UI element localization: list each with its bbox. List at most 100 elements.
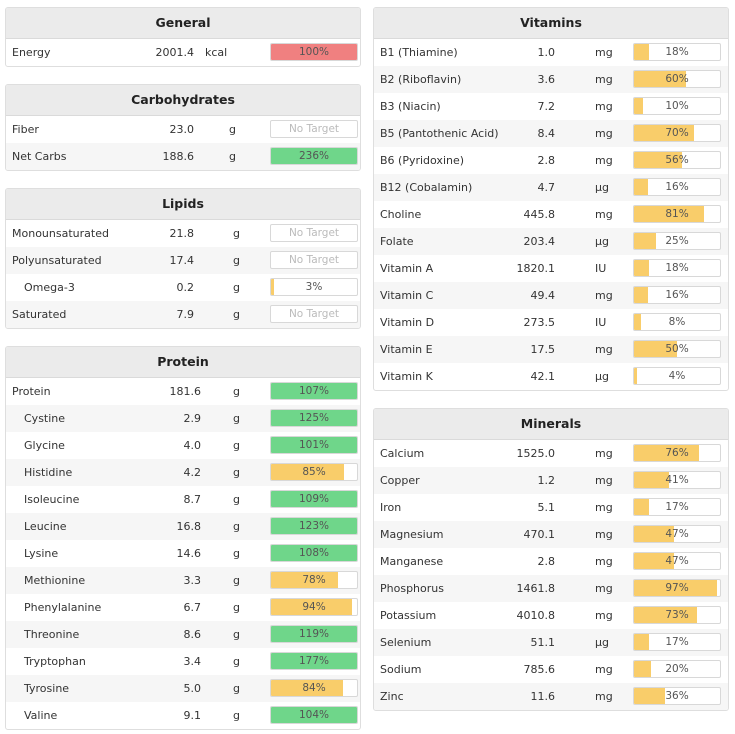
nutrient-unit: g bbox=[233, 466, 240, 479]
nutrient-amount: 2001.4 bbox=[155, 46, 195, 59]
nutrient-row[interactable]: B3 (Niacin) 7.2 mg 10% bbox=[374, 93, 728, 120]
nutrient-row[interactable]: Net Carbs 188.6 g 236% bbox=[6, 143, 360, 170]
nutrient-row[interactable]: Omega-3 0.2 g 3% bbox=[6, 274, 360, 301]
nutrient-name: Selenium bbox=[380, 636, 432, 649]
nutrient-unit: g bbox=[233, 574, 240, 587]
nutrient-row[interactable]: Vitamin E 17.5 mg 50% bbox=[374, 336, 728, 363]
nutrient-row[interactable]: Polyunsaturated 17.4 g No Target bbox=[6, 247, 360, 274]
nutrient-row[interactable]: Iron 5.1 mg 17% bbox=[374, 494, 728, 521]
nutrient-row[interactable]: Potassium 4010.8 mg 73% bbox=[374, 602, 728, 629]
nutrient-row[interactable]: Valine 9.1 g 104% bbox=[6, 702, 360, 729]
progress-fill bbox=[271, 545, 357, 561]
nutrient-name: Saturated bbox=[12, 308, 67, 321]
nutrient-amount: 17.5 bbox=[530, 343, 556, 356]
nutrient-row[interactable]: Selenium 51.1 µg 17% bbox=[374, 629, 728, 656]
nutrient-unit: mg bbox=[595, 154, 613, 167]
percent-label: 10% bbox=[665, 100, 689, 112]
nutrient-name: Magnesium bbox=[380, 528, 444, 541]
percent-label: 177% bbox=[298, 655, 330, 667]
nutrient-row[interactable]: Vitamin D 273.5 IU 8% bbox=[374, 309, 728, 336]
nutrient-amount: 1.2 bbox=[537, 474, 556, 487]
nutrient-row[interactable]: B5 (Pantothenic Acid) 8.4 mg 70% bbox=[374, 120, 728, 147]
nutrient-row[interactable]: B2 (Riboflavin) 3.6 mg 60% bbox=[374, 66, 728, 93]
nutrient-unit: g bbox=[233, 227, 240, 240]
progress-fill bbox=[271, 626, 357, 642]
nutrient-amount: 23.0 bbox=[169, 123, 195, 136]
nutrient-unit: mg bbox=[595, 501, 613, 514]
percent-label: 94% bbox=[302, 601, 326, 613]
nutrient-unit: µg bbox=[595, 636, 609, 649]
nutrient-row[interactable]: Cystine 2.9 g 125% bbox=[6, 405, 360, 432]
nutrient-row[interactable]: Phosphorus 1461.8 mg 97% bbox=[374, 575, 728, 602]
nutrient-row[interactable]: Tyrosine 5.0 g 84% bbox=[6, 675, 360, 702]
nutrient-row[interactable]: Tryptophan 3.4 g 177% bbox=[6, 648, 360, 675]
nutrient-row[interactable]: Vitamin K 42.1 µg 4% bbox=[374, 363, 728, 390]
nutrient-row[interactable]: Glycine 4.0 g 101% bbox=[6, 432, 360, 459]
nutrient-row[interactable]: Phenylalanine 6.7 g 94% bbox=[6, 594, 360, 621]
nutrient-unit: mg bbox=[595, 663, 613, 676]
nutrient-row[interactable]: Lysine 14.6 g 108% bbox=[6, 540, 360, 567]
nutrient-unit: g bbox=[233, 682, 240, 695]
nutrient-unit: mg bbox=[595, 582, 613, 595]
nutrient-row[interactable]: B1 (Thiamine) 1.0 mg 18% bbox=[374, 39, 728, 66]
nutrient-row[interactable]: Threonine 8.6 g 119% bbox=[6, 621, 360, 648]
progress-fill bbox=[271, 410, 357, 426]
nutrient-row[interactable]: Vitamin C 49.4 mg 16% bbox=[374, 282, 728, 309]
nutrient-amount: 9.1 bbox=[183, 709, 202, 722]
percent-label: 47% bbox=[665, 555, 689, 567]
percent-label: 76% bbox=[665, 447, 689, 459]
nutrient-row[interactable]: Isoleucine 8.7 g 109% bbox=[6, 486, 360, 513]
nutrient-row[interactable]: Fiber 23.0 g No Target bbox=[6, 116, 360, 143]
nutrient-row[interactable]: Energy 2001.4 kcal 100% bbox=[6, 39, 360, 66]
nutrient-row[interactable]: Histidine 4.2 g 85% bbox=[6, 459, 360, 486]
percent-label: 17% bbox=[665, 501, 689, 513]
nutrient-amount: 6.7 bbox=[183, 601, 202, 614]
nutrient-amount: 4.2 bbox=[183, 466, 202, 479]
nutrient-row[interactable]: Monounsaturated 21.8 g No Target bbox=[6, 220, 360, 247]
percent-label: 123% bbox=[298, 520, 330, 532]
no-target-label: No Target bbox=[288, 308, 340, 320]
nutrient-row[interactable]: Choline 445.8 mg 81% bbox=[374, 201, 728, 228]
nutrient-name: Vitamin A bbox=[380, 262, 434, 275]
nutrient-row[interactable]: Magnesium 470.1 mg 47% bbox=[374, 521, 728, 548]
nutrient-unit: g bbox=[233, 655, 240, 668]
nutrient-row[interactable]: Manganese 2.8 mg 47% bbox=[374, 548, 728, 575]
percent-label: 36% bbox=[665, 690, 689, 702]
nutrient-row[interactable]: Copper 1.2 mg 41% bbox=[374, 467, 728, 494]
target-progress-bar: 70% bbox=[633, 124, 721, 142]
progress-fill bbox=[634, 287, 648, 303]
target-progress-bar: 97% bbox=[633, 579, 721, 597]
nutrient-name: B5 (Pantothenic Acid) bbox=[380, 127, 499, 140]
nutrient-row[interactable]: Calcium 1525.0 mg 76% bbox=[374, 440, 728, 467]
nutrient-row[interactable]: Folate 203.4 µg 25% bbox=[374, 228, 728, 255]
nutrient-name: Calcium bbox=[380, 447, 425, 460]
nutrient-row[interactable]: B12 (Cobalamin) 4.7 µg 16% bbox=[374, 174, 728, 201]
target-progress-bar: 73% bbox=[633, 606, 721, 624]
nutrient-amount: 8.6 bbox=[183, 628, 202, 641]
target-progress-bar: 18% bbox=[633, 43, 721, 61]
percent-label: 236% bbox=[298, 150, 330, 162]
target-progress-bar: 78% bbox=[270, 571, 358, 589]
nutrient-row[interactable]: Zinc 11.6 mg 36% bbox=[374, 683, 728, 710]
nutrient-amount: 1461.8 bbox=[516, 582, 556, 595]
nutrient-amount: 3.4 bbox=[183, 655, 202, 668]
nutrient-row[interactable]: Leucine 16.8 g 123% bbox=[6, 513, 360, 540]
percent-label: 18% bbox=[665, 262, 689, 274]
nutrient-row[interactable]: Sodium 785.6 mg 20% bbox=[374, 656, 728, 683]
nutrient-row[interactable]: Saturated 7.9 g No Target bbox=[6, 301, 360, 328]
target-progress-bar: No Target bbox=[270, 224, 358, 242]
minerals-panel-title: Minerals bbox=[374, 409, 728, 440]
target-progress-bar: 107% bbox=[270, 382, 358, 400]
nutrient-row[interactable]: Protein 181.6 g 107% bbox=[6, 378, 360, 405]
nutrient-amount: 273.5 bbox=[523, 316, 556, 329]
nutrient-row[interactable]: Methionine 3.3 g 78% bbox=[6, 567, 360, 594]
nutrient-row[interactable]: Vitamin A 1820.1 IU 18% bbox=[374, 255, 728, 282]
target-progress-bar: 47% bbox=[633, 552, 721, 570]
target-progress-bar: 60% bbox=[633, 70, 721, 88]
nutrient-name: Protein bbox=[12, 385, 51, 398]
nutrient-amount: 14.6 bbox=[176, 547, 202, 560]
nutrient-name: Energy bbox=[12, 46, 51, 59]
progress-fill bbox=[271, 572, 339, 588]
nutrient-amount: 470.1 bbox=[523, 528, 556, 541]
nutrient-row[interactable]: B6 (Pyridoxine) 2.8 mg 56% bbox=[374, 147, 728, 174]
